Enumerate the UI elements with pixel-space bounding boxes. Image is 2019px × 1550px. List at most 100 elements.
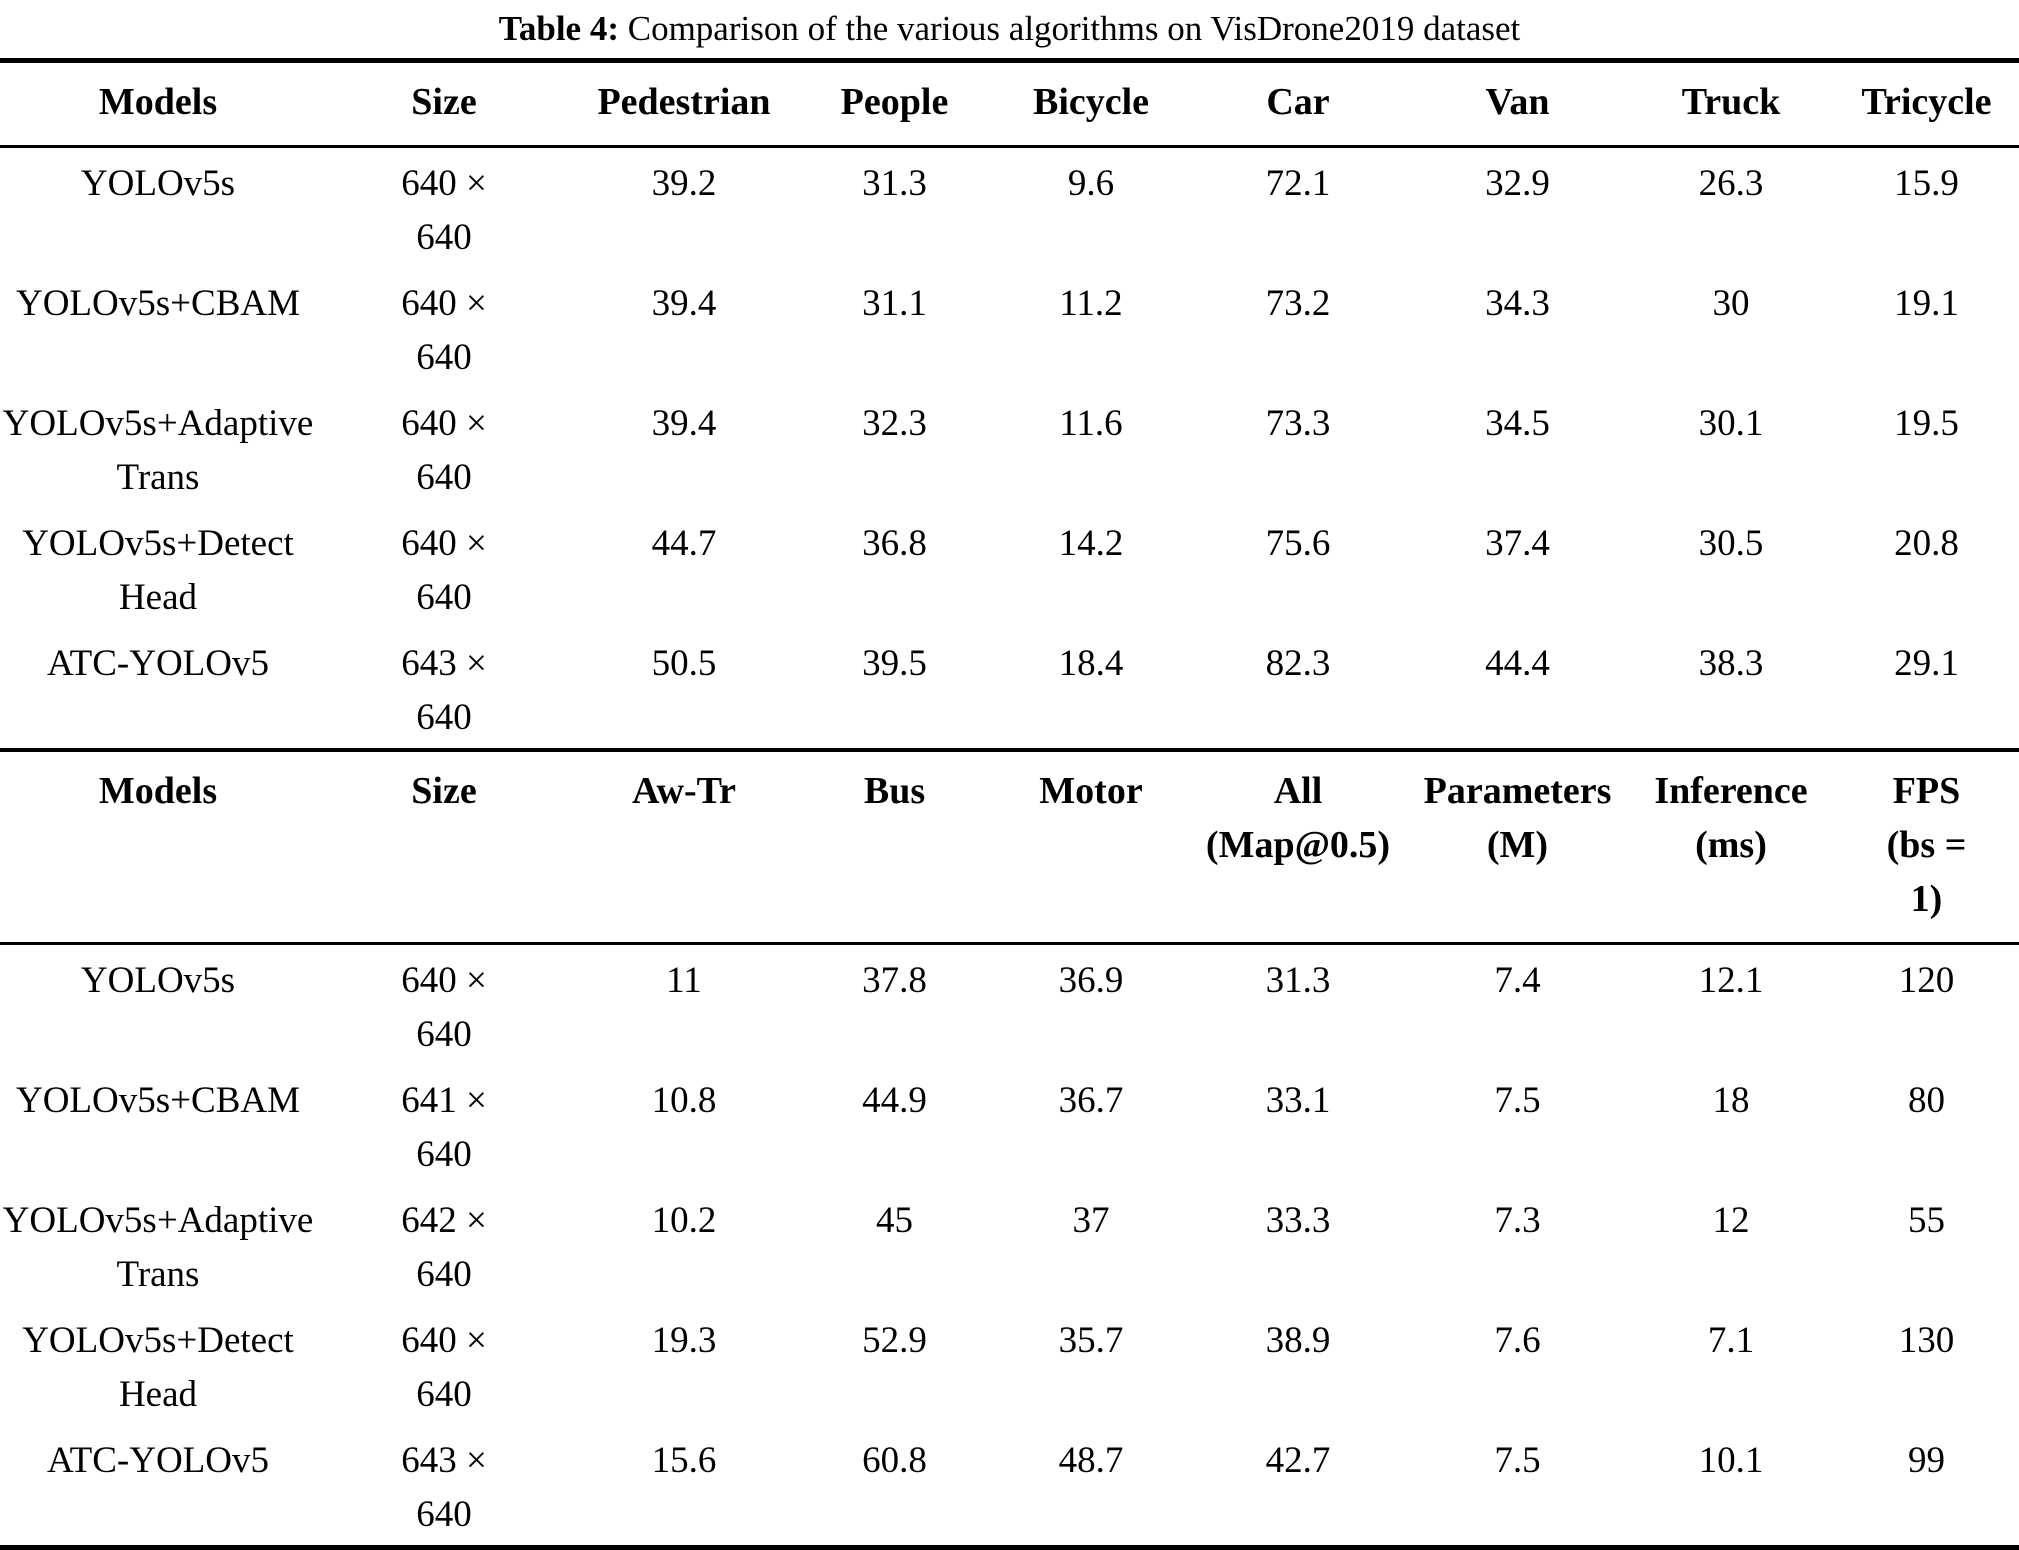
column-header-all-map: All (Map@0.5) bbox=[1189, 748, 1407, 946]
value-cell: 15.9 bbox=[1894, 163, 1959, 205]
table-row: YOLOv5s+Adaptive Trans 642 × 640 10.2 45… bbox=[0, 1185, 2019, 1305]
value-cell: 14.2 bbox=[1058, 523, 1124, 565]
value-cell: 11 bbox=[666, 960, 702, 1002]
model-name-cell: ATC-YOLOv5 bbox=[47, 1440, 269, 1482]
size-cell: 643 × 640 bbox=[401, 1440, 487, 1536]
table-row: YOLOv5s+Adaptive Trans 640 × 640 39.4 32… bbox=[0, 388, 2019, 508]
value-cell: 44.9 bbox=[862, 1080, 927, 1122]
column-header-models: Models bbox=[0, 60, 316, 149]
value-cell: 11.2 bbox=[1059, 283, 1123, 325]
size-cell: 640 × 640 bbox=[401, 1320, 487, 1416]
model-name-cell: YOLOv5s+Adaptive Trans bbox=[2, 403, 314, 499]
value-cell: 80 bbox=[1908, 1080, 1945, 1122]
size-cell: 640 × 640 bbox=[401, 523, 487, 619]
value-cell: 37.8 bbox=[862, 960, 927, 1002]
value-cell: 44.7 bbox=[651, 523, 717, 565]
model-name-cell: YOLOv5s+Adaptive Trans bbox=[2, 1200, 314, 1296]
column-header-truck: Truck bbox=[1628, 60, 1834, 149]
column-header-people: People bbox=[796, 60, 993, 149]
value-cell: 11.6 bbox=[1059, 403, 1123, 445]
value-cell: 73.2 bbox=[1265, 283, 1331, 325]
value-cell: 26.3 bbox=[1698, 163, 1764, 205]
table-row: YOLOv5s+Detect Head 640 × 640 19.3 52.9 … bbox=[0, 1305, 2019, 1425]
value-cell: 9.6 bbox=[1067, 163, 1115, 205]
value-cell: 75.6 bbox=[1265, 523, 1331, 565]
value-cell: 20.8 bbox=[1894, 523, 1959, 565]
value-cell: 33.1 bbox=[1265, 1080, 1331, 1122]
value-cell: 60.8 bbox=[862, 1440, 927, 1482]
value-cell: 37.4 bbox=[1485, 523, 1550, 565]
size-cell: 643 × 640 bbox=[401, 643, 487, 739]
value-cell: 30 bbox=[1712, 283, 1750, 325]
value-cell: 7.3 bbox=[1494, 1200, 1541, 1242]
value-cell: 31.3 bbox=[1265, 960, 1331, 1002]
column-header-size: Size bbox=[316, 60, 572, 149]
model-name-cell: YOLOv5s+CBAM bbox=[15, 283, 300, 325]
column-header-fps: FPS (bs = 1) bbox=[1834, 748, 2019, 946]
value-cell: 45 bbox=[876, 1200, 913, 1242]
value-cell: 36.9 bbox=[1058, 960, 1124, 1002]
table-caption-text: Comparison of the various algorithms on … bbox=[618, 9, 1521, 48]
value-cell: 120 bbox=[1898, 960, 1955, 1002]
value-cell: 72.1 bbox=[1265, 163, 1331, 205]
table-row: YOLOv5s 640 × 640 39.2 31.3 9.6 72.1 32.… bbox=[0, 147, 2019, 269]
column-header-car: Car bbox=[1189, 60, 1407, 149]
value-cell: 10.8 bbox=[651, 1080, 717, 1122]
table-row: YOLOv5s+CBAM 640 × 640 39.4 31.1 11.2 73… bbox=[0, 268, 2019, 388]
value-cell: 31.3 bbox=[862, 163, 927, 205]
column-header-parameters: Parameters (M) bbox=[1407, 748, 1628, 946]
value-cell: 48.7 bbox=[1058, 1440, 1124, 1482]
value-cell: 7.5 bbox=[1494, 1080, 1541, 1122]
value-cell: 39.4 bbox=[651, 283, 717, 325]
value-cell: 18.4 bbox=[1058, 643, 1124, 685]
column-header-bus: Bus bbox=[796, 748, 993, 946]
value-cell: 19.1 bbox=[1894, 283, 1959, 325]
value-cell: 99 bbox=[1908, 1440, 1945, 1482]
table-row: YOLOv5s+CBAM 641 × 640 10.8 44.9 36.7 33… bbox=[0, 1065, 2019, 1185]
value-cell: 18 bbox=[1712, 1080, 1750, 1122]
column-header-aw-tr: Aw-Tr bbox=[572, 748, 796, 946]
model-name-cell: YOLOv5s+CBAM bbox=[15, 1080, 300, 1122]
value-cell: 10.2 bbox=[651, 1200, 717, 1242]
model-name-cell: YOLOv5s bbox=[80, 163, 236, 205]
value-cell: 30.1 bbox=[1698, 403, 1764, 445]
value-cell: 15.6 bbox=[651, 1440, 717, 1482]
value-cell: 31.1 bbox=[862, 283, 927, 325]
value-cell: 38.3 bbox=[1698, 643, 1764, 685]
value-cell: 7.4 bbox=[1494, 960, 1541, 1002]
value-cell: 33.3 bbox=[1265, 1200, 1331, 1242]
value-cell: 39.4 bbox=[651, 403, 717, 445]
comparison-table: Models Size Pedestrian People Bicycle Ca… bbox=[0, 58, 2019, 1550]
value-cell: 73.3 bbox=[1265, 403, 1331, 445]
model-name-cell: YOLOv5s+Detect Head bbox=[22, 523, 294, 619]
value-cell: 44.4 bbox=[1485, 643, 1550, 685]
value-cell: 39.2 bbox=[651, 163, 717, 205]
column-header-models-2: Models bbox=[0, 748, 316, 946]
size-cell: 642 × 640 bbox=[401, 1200, 487, 1296]
value-cell: 12.1 bbox=[1698, 960, 1764, 1002]
table-caption-label: Table 4: bbox=[498, 9, 619, 48]
table-row: ATC-YOLOv5 643 × 640 50.5 39.5 18.4 82.3… bbox=[0, 628, 2019, 750]
value-cell: 34.3 bbox=[1485, 283, 1550, 325]
size-cell: 640 × 640 bbox=[401, 163, 487, 259]
model-name-cell: YOLOv5s+Detect Head bbox=[22, 1320, 294, 1416]
size-cell: 640 × 640 bbox=[401, 403, 487, 499]
value-cell: 39.5 bbox=[862, 643, 927, 685]
column-header-inference: Inference (ms) bbox=[1628, 748, 1834, 946]
value-cell: 10.1 bbox=[1698, 1440, 1764, 1482]
column-header-motor: Motor bbox=[993, 748, 1189, 946]
table-row: YOLOv5s+Detect Head 640 × 640 44.7 36.8 … bbox=[0, 508, 2019, 628]
value-cell: 55 bbox=[1908, 1200, 1945, 1242]
value-cell: 12 bbox=[1712, 1200, 1750, 1242]
value-cell: 19.3 bbox=[651, 1320, 717, 1362]
size-cell: 640 × 640 bbox=[401, 960, 487, 1056]
header-row-1: Models Size Pedestrian People Bicycle Ca… bbox=[0, 60, 2019, 149]
model-name-cell: ATC-YOLOv5 bbox=[47, 643, 269, 685]
value-cell: 30.5 bbox=[1698, 523, 1764, 565]
model-name-cell: YOLOv5s bbox=[80, 960, 236, 1002]
table-row: ATC-YOLOv5 643 × 640 15.6 60.8 48.7 42.7… bbox=[0, 1425, 2019, 1548]
size-cell: 641 × 640 bbox=[401, 1080, 487, 1176]
value-cell: 50.5 bbox=[651, 643, 717, 685]
column-header-bicycle: Bicycle bbox=[993, 60, 1189, 149]
